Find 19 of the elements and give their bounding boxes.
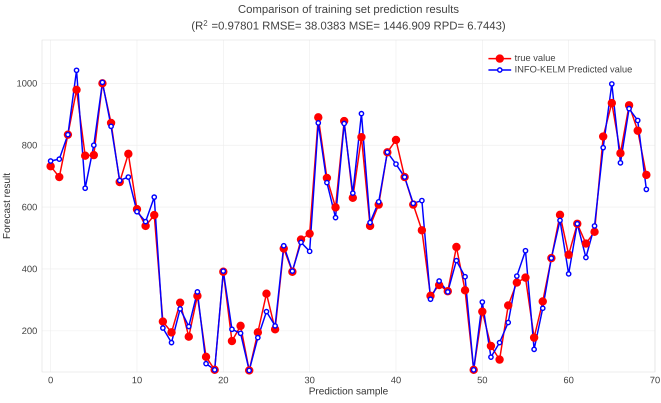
legend-label: INFO-KELM Predicted value	[515, 66, 632, 72]
y-tick-label: 1000	[17, 80, 37, 87]
x-tick-label: 70	[650, 376, 660, 384]
chart-title: Comparison of training set prediction results	[238, 4, 459, 16]
y-tick-label: 600	[22, 204, 37, 210]
x-tick-label: 60	[564, 376, 574, 384]
x-tick-label: 30	[304, 376, 314, 384]
x-tick-label: 20	[218, 376, 228, 384]
y-tick-label: 200	[22, 328, 37, 334]
x-tick-label: 50	[478, 376, 488, 384]
x-tick-label: 10	[132, 376, 142, 384]
y-tick-label: 800	[22, 142, 37, 148]
y-axis-title: Forecast result	[2, 173, 10, 238]
x-tick-label: 0	[48, 376, 53, 384]
chart-subtitle: (R$^{2}$ =0.97801 RMSE= 38.0383 MSE= 1446.909 RPD= 6.7443)	[192, 20, 505, 32]
x-tick-label: 40	[390, 376, 401, 384]
x-axis-title: Prediction sample	[310, 387, 388, 396]
legend-label: true value	[514, 54, 556, 62]
y-tick-label: 400	[22, 266, 37, 272]
